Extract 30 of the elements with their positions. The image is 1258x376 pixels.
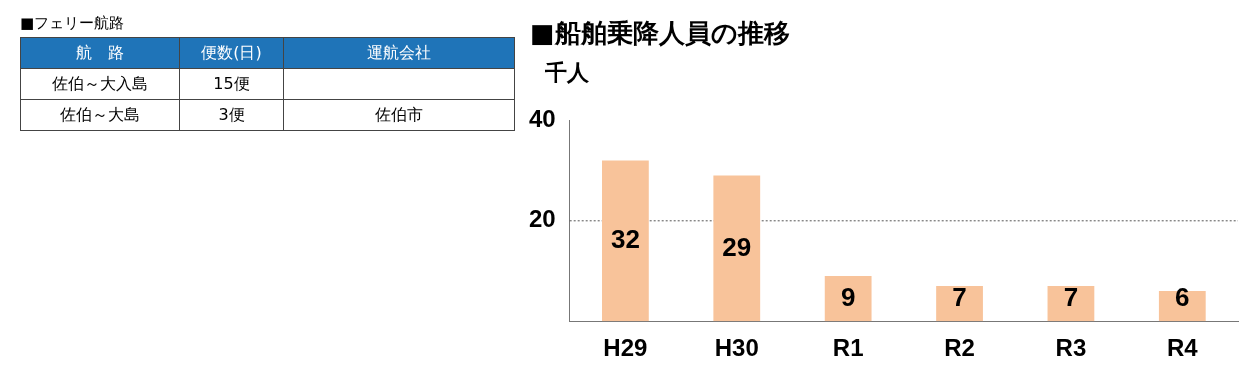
x-tick-label: R1: [832, 334, 864, 362]
category-label: 航 路: [20, 37, 180, 69]
x-tick-label: R4: [1166, 334, 1199, 362]
x-tick-label: H30: [714, 334, 759, 362]
data-label: 7: [952, 282, 967, 313]
bar: [936, 286, 983, 322]
data-label: 29: [722, 231, 752, 262]
y-tick-label: 40: [528, 105, 556, 133]
data-label: 32: [610, 224, 640, 255]
x-tick-label: R2: [944, 334, 975, 362]
x-tick-label: R3: [1055, 334, 1087, 362]
bar: [713, 175, 761, 322]
text: 佐伯～大島: [20, 99, 180, 131]
text: ■フェリー航路: [20, 14, 126, 33]
chart-title: ■船舶乗降人員の推移: [530, 17, 790, 50]
text: 佐伯市: [283, 99, 515, 131]
text: 3便: [179, 99, 284, 131]
text: 佐伯～大入島: [20, 68, 180, 100]
text: 15便: [179, 68, 284, 100]
bar: [1047, 286, 1095, 322]
y-axis-title: 千人: [545, 59, 589, 87]
bar: [602, 160, 649, 322]
data-label: 6: [1175, 282, 1190, 313]
data-label: 7: [1063, 282, 1079, 313]
bar: [824, 276, 872, 322]
category-label: 運航会社: [283, 37, 515, 69]
x-tick-label: H29: [603, 334, 648, 362]
category-label: 便数(日): [179, 37, 284, 69]
data-label: 9: [840, 281, 856, 312]
y-tick-label: 20: [528, 205, 556, 233]
